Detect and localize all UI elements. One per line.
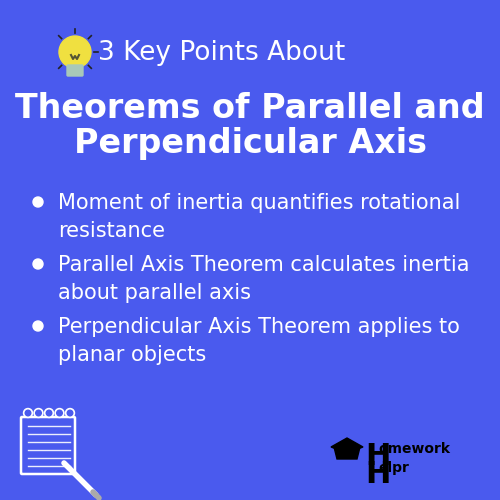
Text: H: H xyxy=(365,442,390,471)
Circle shape xyxy=(46,410,52,416)
FancyBboxPatch shape xyxy=(67,65,83,76)
Text: Parallel Axis Theorem calculates inertia
about parallel axis: Parallel Axis Theorem calculates inertia… xyxy=(58,255,470,303)
Circle shape xyxy=(36,410,42,416)
Circle shape xyxy=(34,408,43,418)
Circle shape xyxy=(33,321,43,331)
Polygon shape xyxy=(331,438,363,453)
Text: Moment of inertia quantifies rotational
resistance: Moment of inertia quantifies rotational … xyxy=(58,193,460,241)
Text: Theorems of Parallel and: Theorems of Parallel and xyxy=(15,92,485,124)
Text: omework: omework xyxy=(378,442,450,456)
Text: Perpendicular Axis: Perpendicular Axis xyxy=(74,126,426,160)
Text: H: H xyxy=(365,460,390,489)
Text: elpr: elpr xyxy=(378,461,409,475)
Circle shape xyxy=(56,410,62,416)
Text: 3 Key Points About: 3 Key Points About xyxy=(98,40,345,66)
Circle shape xyxy=(24,408,32,418)
Circle shape xyxy=(33,259,43,269)
Text: Perpendicular Axis Theorem applies to
planar objects: Perpendicular Axis Theorem applies to pl… xyxy=(58,317,460,365)
Polygon shape xyxy=(334,447,360,459)
Circle shape xyxy=(59,36,91,68)
Circle shape xyxy=(66,408,74,418)
Circle shape xyxy=(33,197,43,207)
Circle shape xyxy=(25,410,31,416)
Circle shape xyxy=(67,410,73,416)
Circle shape xyxy=(44,408,54,418)
Circle shape xyxy=(55,408,64,418)
